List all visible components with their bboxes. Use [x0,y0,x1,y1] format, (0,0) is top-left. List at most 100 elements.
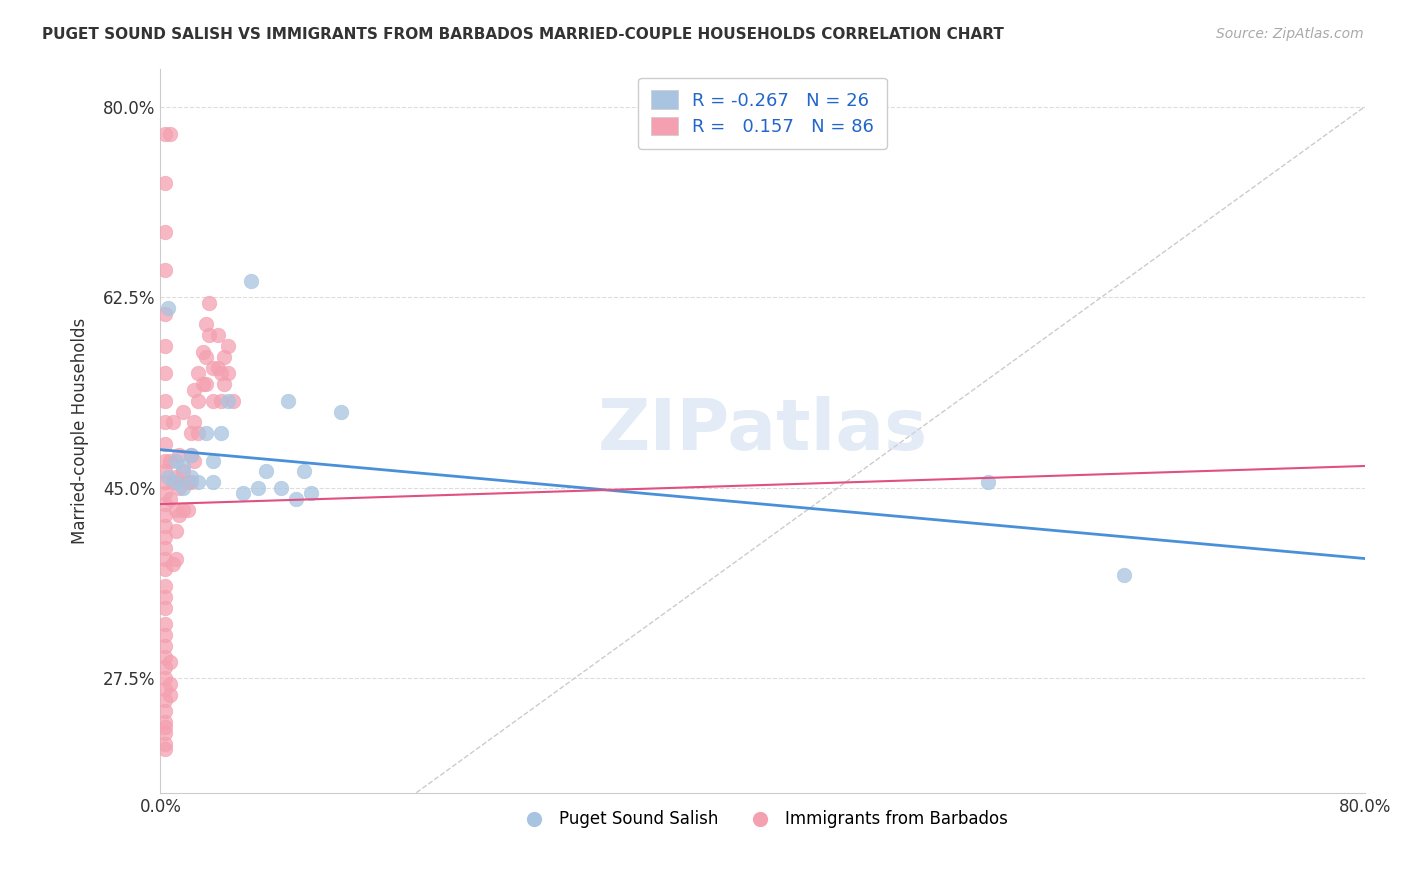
Point [232,486,254,500]
Point [202,393,225,408]
Point [153,176,176,190]
Point [254,464,277,478]
Point [153,551,176,566]
Point [977,475,1000,490]
Point [212,377,235,392]
Point [153,508,176,522]
Point [187,426,209,441]
Point [202,475,225,490]
Point [217,367,239,381]
Point [207,361,229,376]
Point [153,464,176,478]
Point [180,475,202,490]
Point [159,127,181,141]
Point [153,682,176,697]
Point [172,464,194,478]
Point [180,448,202,462]
Point [222,393,245,408]
Point [153,704,176,718]
Text: Source: ZipAtlas.com: Source: ZipAtlas.com [1216,27,1364,41]
Legend: Puget Sound Salish, Immigrants from Barbados: Puget Sound Salish, Immigrants from Barb… [510,804,1015,835]
Point [292,464,315,478]
Point [153,639,176,653]
Point [176,502,198,516]
Text: ZIPatlas: ZIPatlas [598,396,928,465]
Point [191,344,214,359]
Point [1112,567,1135,582]
Point [172,481,194,495]
Point [209,426,232,441]
Point [153,393,176,408]
Point [165,502,187,516]
Point [187,475,209,490]
Point [165,551,187,566]
Point [285,491,308,506]
Point [165,453,187,467]
Text: PUGET SOUND SALISH VS IMMIGRANTS FROM BARBADOS MARRIED-COUPLE HOUSEHOLDS CORRELA: PUGET SOUND SALISH VS IMMIGRANTS FROM BA… [42,27,1004,42]
Point [157,470,180,484]
Point [180,426,202,441]
Point [153,660,176,674]
Point [153,497,176,511]
Point [153,530,176,544]
Point [153,519,176,533]
Point [153,562,176,576]
Point [180,448,202,462]
Point [247,481,270,495]
Point [202,361,225,376]
Point [194,426,217,441]
Point [153,367,176,381]
Point [153,671,176,685]
Point [212,350,235,364]
Point [159,688,181,702]
Point [153,590,176,604]
Point [187,367,209,381]
Point [176,475,198,490]
Point [207,328,229,343]
Point [209,393,232,408]
Point [153,725,176,739]
Point [183,383,205,397]
Point [194,318,217,332]
Point [194,350,217,364]
Point [153,737,176,751]
Point [330,404,353,418]
Point [153,127,176,141]
Y-axis label: Married-couple Households: Married-couple Households [72,318,89,544]
Point [153,306,176,320]
Point [153,263,176,277]
Point [180,470,202,484]
Point [172,458,194,473]
Point [194,377,217,392]
Point [191,377,214,392]
Point [162,557,184,571]
Point [153,225,176,239]
Point [157,301,180,315]
Point [183,453,205,467]
Point [159,491,181,506]
Point [153,714,176,729]
Point [153,453,176,467]
Point [165,470,187,484]
Point [277,393,299,408]
Point [153,616,176,631]
Point [162,475,184,490]
Point [217,393,239,408]
Point [172,404,194,418]
Point [153,416,176,430]
Point [167,508,190,522]
Point [187,393,209,408]
Point [162,416,184,430]
Point [153,742,176,756]
Point [197,328,219,343]
Point [153,693,176,707]
Point [159,655,181,669]
Point [239,274,262,288]
Point [202,453,225,467]
Point [153,600,176,615]
Point [153,475,176,490]
Point [153,486,176,500]
Point [153,339,176,353]
Point [167,448,190,462]
Point [172,502,194,516]
